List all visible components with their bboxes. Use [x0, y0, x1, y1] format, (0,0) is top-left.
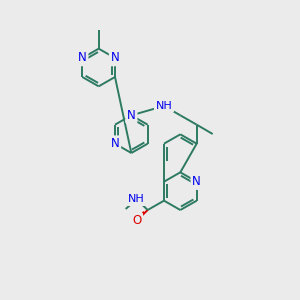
Text: N: N	[192, 175, 201, 188]
Text: N: N	[78, 52, 87, 64]
Text: N: N	[127, 109, 136, 122]
Text: N: N	[111, 137, 119, 150]
Text: NH: NH	[156, 101, 172, 111]
Text: O: O	[132, 214, 141, 227]
Text: N: N	[111, 52, 119, 64]
Text: NH: NH	[128, 194, 145, 204]
